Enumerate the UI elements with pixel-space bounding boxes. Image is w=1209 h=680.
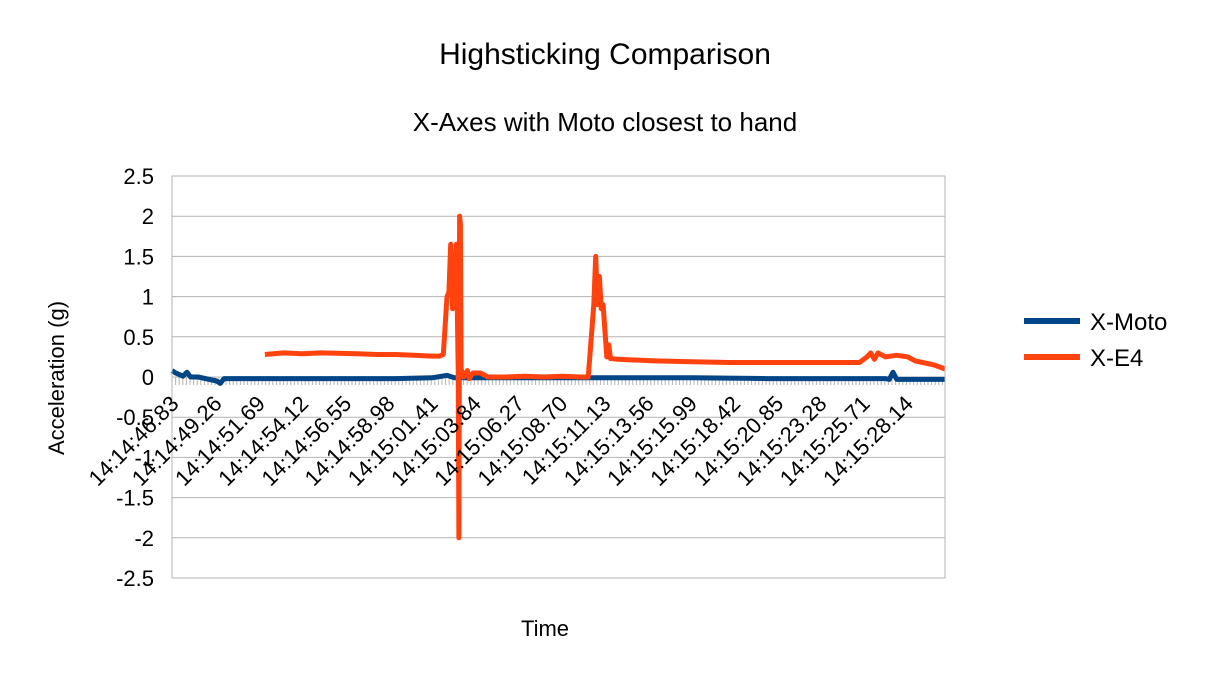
y-tick-label: -1.5 [116,486,154,511]
legend: X-Moto X-E4 [1024,309,1167,372]
series-line-x-moto [170,368,945,386]
x-axis-label: Time [521,616,569,641]
plot-border [171,175,946,579]
series-line-x-e4 [264,213,946,541]
legend-label-x-e4: X-E4 [1090,345,1143,372]
y-tick-label: 0.5 [123,325,154,350]
chart-title: Highsticking Comparison [439,38,771,71]
y-tick-label: 1 [142,285,154,310]
y-axis-label: Acceleration (g) [44,301,69,455]
y-tick-label: 2 [142,204,154,229]
y-tick-labels: 2.5 2 1.5 1 0.5 0 -0.5 -1 -1.5 -2 -2.5 [116,164,154,591]
plot-area [170,175,946,579]
y-tick-label: -1 [134,445,154,470]
x-tick-labels: 14:14:46.8314:14:49.2614:14:51.6914:14:5… [84,391,918,491]
y-tick-label: 1.5 [123,244,154,269]
y-tick-label: 2.5 [123,164,154,189]
y-tick-label: -2 [134,526,154,551]
y-tick-label: -0.5 [116,405,154,430]
chart-subtitle: X-Axes with Moto closest to hand [413,107,797,137]
y-tick-label: 0 [142,365,154,390]
legend-label-x-moto: X-Moto [1090,309,1167,336]
series-lines [170,213,946,541]
y-tick-label: -2.5 [116,566,154,591]
